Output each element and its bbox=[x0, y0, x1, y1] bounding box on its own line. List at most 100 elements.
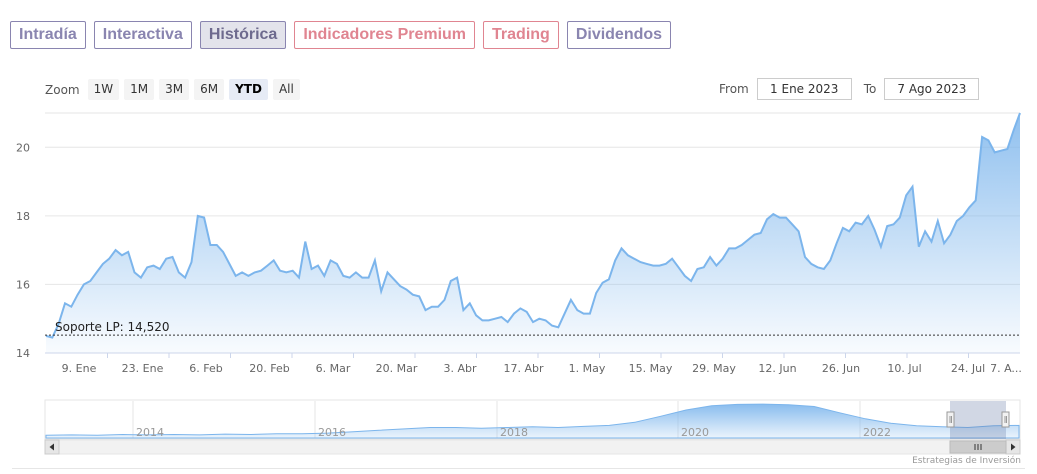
data-point bbox=[589, 312, 591, 314]
zoom-all-button[interactable]: All bbox=[272, 79, 300, 100]
zoom-1m-button[interactable]: 1M bbox=[124, 79, 155, 100]
data-point bbox=[797, 230, 799, 232]
data-point bbox=[829, 259, 831, 261]
navigator-selection[interactable] bbox=[950, 401, 1006, 439]
navigator-year-label: 2016 bbox=[318, 426, 346, 439]
series-line[interactable] bbox=[45, 112, 1021, 339]
data-point bbox=[216, 244, 218, 246]
x-tick-label: 9. Ene bbox=[62, 362, 97, 375]
x-tick-label: 17. Abr bbox=[503, 362, 543, 375]
navigator: 2014 2016 2018 2020 2022 bbox=[44, 399, 1021, 440]
data-point bbox=[772, 213, 774, 215]
data-point bbox=[614, 259, 616, 261]
data-point bbox=[791, 223, 793, 225]
zoom-ytd-button[interactable]: YTD bbox=[229, 79, 268, 100]
data-point bbox=[241, 271, 243, 273]
data-point bbox=[956, 220, 958, 222]
data-point bbox=[911, 186, 913, 188]
data-point bbox=[703, 266, 705, 268]
date-range: From 1 Ene 2023 To 7 Ago 2023 bbox=[719, 78, 980, 100]
navigator-handle-right[interactable] bbox=[1001, 411, 1010, 428]
navigator-area bbox=[45, 403, 1020, 439]
data-point bbox=[285, 271, 287, 273]
tab-dividendos[interactable]: Dividendos bbox=[566, 21, 672, 49]
data-point bbox=[722, 258, 724, 260]
tab-historica[interactable]: Histórica bbox=[199, 21, 287, 49]
zoom-1w-button[interactable]: 1W bbox=[87, 79, 120, 100]
tab-trading[interactable]: Trading bbox=[483, 21, 559, 49]
tab-indicadores-premium[interactable]: Indicadores Premium bbox=[294, 21, 476, 49]
credits-link[interactable]: Estrategias de Inversión bbox=[912, 456, 1021, 466]
data-point bbox=[133, 271, 135, 273]
data-point bbox=[380, 290, 382, 292]
data-point bbox=[114, 249, 116, 251]
data-point bbox=[1019, 112, 1021, 114]
data-point bbox=[222, 251, 224, 253]
data-point bbox=[842, 227, 844, 229]
x-tick-label: 7. A... bbox=[990, 362, 1022, 375]
data-point bbox=[937, 220, 939, 222]
data-point bbox=[121, 254, 123, 256]
data-point bbox=[450, 280, 452, 282]
data-point bbox=[418, 295, 420, 297]
navigator-handle-left[interactable] bbox=[946, 411, 955, 428]
data-point bbox=[601, 282, 603, 284]
x-tick-label: 6. Feb bbox=[189, 362, 222, 375]
scrollbar-track[interactable] bbox=[44, 439, 1021, 455]
data-point bbox=[677, 266, 679, 268]
data-point bbox=[665, 263, 667, 265]
data-point bbox=[823, 268, 825, 270]
data-point bbox=[867, 215, 869, 217]
data-point bbox=[728, 247, 730, 249]
zoom-label: Zoom bbox=[45, 82, 80, 97]
data-point bbox=[968, 206, 970, 208]
data-point bbox=[633, 258, 635, 260]
navigator-year-label: 2018 bbox=[500, 426, 528, 439]
navigator-labels: 2014 2016 2018 2020 2022 bbox=[136, 426, 891, 439]
data-point bbox=[582, 312, 584, 314]
data-point bbox=[690, 280, 692, 282]
data-point bbox=[1006, 148, 1008, 150]
data-point bbox=[848, 230, 850, 232]
x-tick-label: 3. Abr bbox=[443, 362, 476, 375]
data-point bbox=[437, 306, 439, 308]
data-point bbox=[595, 292, 597, 294]
zoom-selector: Zoom 1W 1M 3M 6M YTD All bbox=[45, 79, 300, 100]
x-tick-label: 20. Mar bbox=[376, 362, 418, 375]
data-point bbox=[905, 194, 907, 196]
data-point bbox=[184, 276, 186, 278]
data-point bbox=[557, 326, 559, 328]
data-point bbox=[816, 266, 818, 268]
data-point bbox=[51, 336, 53, 338]
data-point bbox=[424, 309, 426, 311]
from-date-input[interactable]: 1 Ene 2023 bbox=[756, 78, 852, 100]
data-point bbox=[310, 268, 312, 270]
tab-interactiva[interactable]: Interactiva bbox=[93, 21, 192, 49]
data-point bbox=[918, 246, 920, 248]
data-point bbox=[1013, 129, 1015, 131]
data-point bbox=[646, 263, 648, 265]
zoom-3m-button[interactable]: 3M bbox=[159, 79, 190, 100]
to-date-input[interactable]: 7 Ago 2023 bbox=[884, 78, 980, 100]
data-point bbox=[304, 240, 306, 242]
zoom-6m-button[interactable]: 6M bbox=[194, 79, 225, 100]
data-point bbox=[507, 321, 509, 323]
x-tick-label: 1. May bbox=[569, 362, 606, 375]
data-point bbox=[412, 294, 414, 296]
data-point bbox=[975, 199, 977, 201]
data-point bbox=[298, 276, 300, 278]
data-point bbox=[152, 264, 154, 266]
data-point bbox=[367, 276, 369, 278]
data-point bbox=[570, 299, 572, 301]
tab-intradia[interactable]: Intradía bbox=[10, 21, 86, 49]
data-point bbox=[70, 306, 72, 308]
navigator-year-label: 2014 bbox=[136, 426, 164, 439]
data-point bbox=[83, 283, 85, 285]
data-point bbox=[475, 314, 477, 316]
x-tick-label: 23. Ene bbox=[122, 362, 164, 375]
data-point bbox=[146, 266, 148, 268]
data-point bbox=[513, 312, 515, 314]
data-point bbox=[526, 311, 528, 313]
data-point bbox=[127, 251, 129, 253]
data-point bbox=[159, 268, 161, 270]
